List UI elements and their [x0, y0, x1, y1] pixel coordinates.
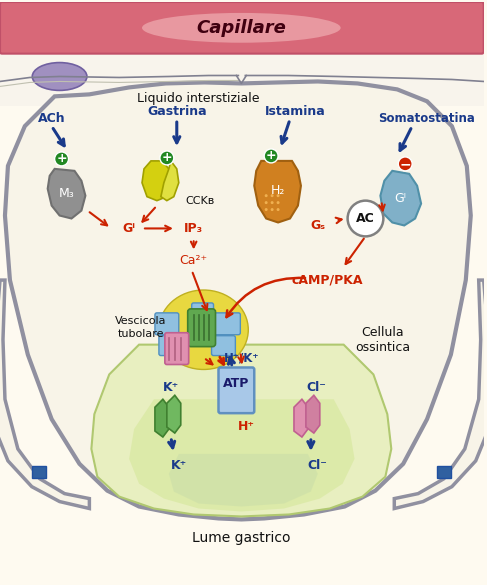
- FancyBboxPatch shape: [159, 336, 181, 356]
- Text: Liquido interstiziale: Liquido interstiziale: [137, 92, 260, 105]
- Ellipse shape: [32, 63, 87, 91]
- Text: +: +: [266, 149, 277, 163]
- Text: Gastrina: Gastrina: [147, 105, 206, 118]
- Text: −: −: [399, 157, 411, 171]
- FancyBboxPatch shape: [192, 303, 213, 321]
- Text: ATP: ATP: [223, 377, 249, 390]
- Text: Gᴵ: Gᴵ: [394, 192, 406, 205]
- Polygon shape: [254, 161, 301, 222]
- Text: AC: AC: [356, 212, 375, 225]
- Polygon shape: [306, 395, 320, 433]
- Text: H₂: H₂: [271, 184, 285, 197]
- Text: Lume gastrico: Lume gastrico: [192, 531, 291, 545]
- Polygon shape: [142, 161, 171, 201]
- Ellipse shape: [142, 13, 340, 43]
- Circle shape: [277, 208, 280, 211]
- FancyBboxPatch shape: [187, 309, 216, 347]
- FancyBboxPatch shape: [0, 51, 484, 106]
- Polygon shape: [155, 400, 169, 437]
- Text: Cl⁻: Cl⁻: [308, 459, 328, 472]
- Text: H⁺: H⁺: [238, 419, 255, 432]
- Polygon shape: [394, 280, 487, 508]
- Circle shape: [271, 208, 274, 211]
- Circle shape: [348, 201, 383, 236]
- Text: Gₛ: Gₛ: [310, 219, 325, 232]
- Polygon shape: [167, 395, 181, 433]
- Text: cAMP/PKA: cAMP/PKA: [292, 274, 363, 287]
- Polygon shape: [5, 81, 471, 519]
- FancyBboxPatch shape: [214, 313, 241, 335]
- Text: Vescicola
tubolare: Vescicola tubolare: [115, 316, 167, 339]
- Polygon shape: [92, 345, 392, 517]
- Circle shape: [264, 194, 268, 197]
- Circle shape: [264, 149, 278, 163]
- Circle shape: [55, 152, 69, 166]
- FancyBboxPatch shape: [0, 2, 484, 54]
- Text: K⁺: K⁺: [163, 381, 179, 394]
- Polygon shape: [161, 161, 179, 201]
- Polygon shape: [0, 280, 90, 508]
- Text: H⁺/K⁺: H⁺/K⁺: [224, 351, 259, 364]
- Text: Cellula
ossintica: Cellula ossintica: [355, 326, 410, 354]
- Polygon shape: [169, 454, 318, 507]
- Ellipse shape: [159, 290, 248, 370]
- Text: Cl⁻: Cl⁻: [306, 381, 326, 394]
- Circle shape: [271, 201, 274, 204]
- Text: CCKʙ: CCKʙ: [186, 195, 215, 206]
- Polygon shape: [48, 169, 85, 219]
- FancyBboxPatch shape: [437, 466, 451, 478]
- Polygon shape: [380, 171, 421, 225]
- FancyBboxPatch shape: [155, 313, 179, 335]
- Circle shape: [264, 201, 268, 204]
- Polygon shape: [129, 400, 355, 511]
- FancyBboxPatch shape: [211, 336, 235, 356]
- Text: +: +: [56, 153, 67, 166]
- FancyBboxPatch shape: [165, 333, 188, 364]
- Polygon shape: [294, 400, 308, 437]
- Text: Somatostatina: Somatostatina: [378, 112, 475, 125]
- Text: K⁺: K⁺: [170, 459, 187, 472]
- Text: +: +: [162, 152, 172, 164]
- Text: Istamina: Istamina: [264, 105, 325, 118]
- Circle shape: [160, 151, 174, 165]
- Text: Ca²⁺: Ca²⁺: [180, 254, 208, 267]
- FancyBboxPatch shape: [219, 367, 254, 413]
- Circle shape: [398, 157, 412, 171]
- Text: Capillare: Capillare: [196, 19, 286, 37]
- Text: IP₃: IP₃: [184, 222, 203, 235]
- Text: Gⁱ: Gⁱ: [123, 222, 135, 235]
- Circle shape: [277, 194, 280, 197]
- Circle shape: [264, 208, 268, 211]
- Circle shape: [277, 201, 280, 204]
- Circle shape: [271, 194, 274, 197]
- Text: ACh: ACh: [38, 112, 65, 125]
- FancyBboxPatch shape: [32, 466, 46, 478]
- Text: M₃: M₃: [58, 187, 75, 200]
